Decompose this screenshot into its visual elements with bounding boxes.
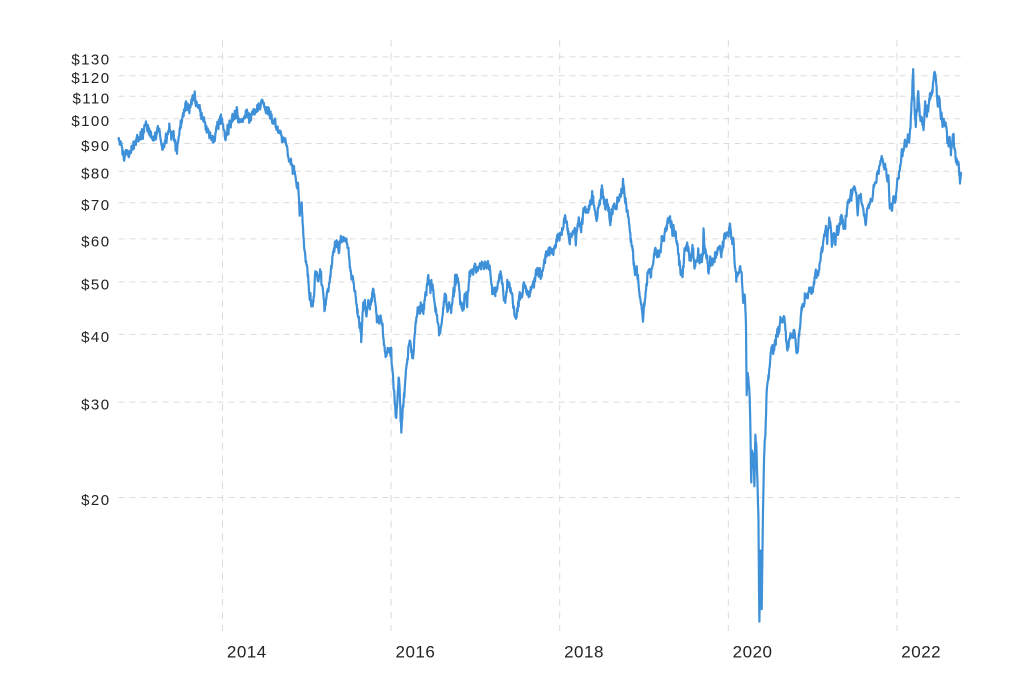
svg-text:2016: 2016 (395, 643, 435, 662)
svg-text:$30: $30 (81, 397, 110, 414)
svg-text:$80: $80 (81, 166, 110, 183)
svg-text:$70: $70 (81, 197, 110, 214)
svg-text:$120: $120 (71, 70, 110, 87)
svg-text:2018: 2018 (564, 643, 604, 662)
svg-text:2022: 2022 (901, 643, 941, 662)
svg-text:$60: $60 (81, 233, 110, 250)
svg-text:2014: 2014 (227, 643, 267, 662)
svg-text:2020: 2020 (733, 643, 773, 662)
svg-text:$130: $130 (71, 51, 110, 68)
svg-text:$40: $40 (81, 329, 110, 346)
svg-text:$100: $100 (71, 113, 110, 130)
svg-text:$110: $110 (72, 91, 110, 108)
svg-text:$20: $20 (81, 492, 110, 509)
svg-text:$90: $90 (81, 138, 110, 155)
svg-text:$50: $50 (81, 276, 110, 293)
